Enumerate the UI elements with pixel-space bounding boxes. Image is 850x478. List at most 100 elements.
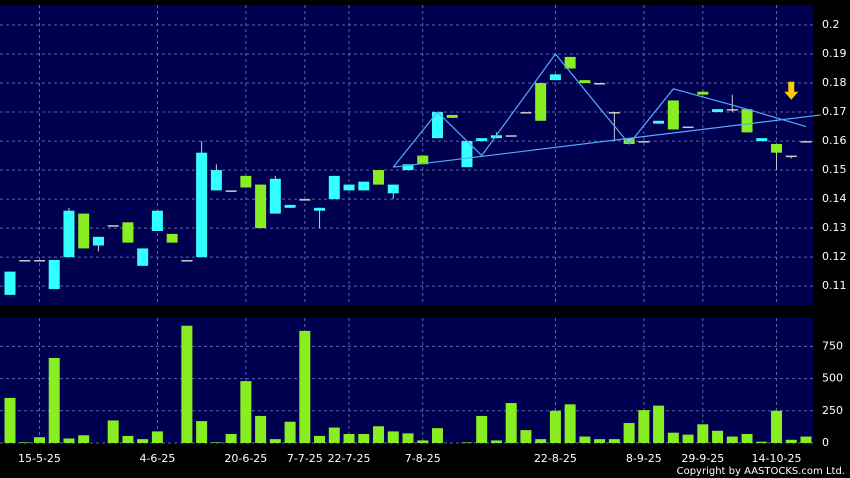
arrow-marker	[784, 81, 799, 100]
candle-body	[402, 164, 414, 171]
volume-bar	[697, 424, 709, 443]
y-tick-label: 500	[822, 372, 843, 385]
y-tick-label: 750	[822, 339, 843, 352]
volume-bar	[343, 433, 355, 443]
volume-bar	[328, 427, 340, 443]
volume-bar	[594, 439, 606, 443]
candle-body	[653, 120, 665, 124]
candle-body	[373, 170, 385, 185]
candle-body	[417, 155, 429, 165]
candle-body	[741, 109, 753, 133]
candle-body	[726, 109, 738, 111]
volume-bar	[417, 440, 429, 443]
candle-body	[667, 100, 679, 130]
volume-bar	[33, 437, 45, 443]
price-panel	[0, 5, 813, 305]
candle-body	[314, 207, 326, 211]
candle-body	[608, 112, 620, 114]
candle-body	[181, 260, 193, 262]
candle-body	[284, 204, 296, 208]
candle-body	[328, 175, 340, 200]
candle-body	[535, 83, 547, 121]
trend-line	[392, 53, 807, 168]
x-tick-label: 7-8-25	[405, 452, 441, 465]
y-tick-label: 0.2	[822, 18, 840, 31]
candle-body	[549, 74, 561, 81]
volume-bar	[137, 439, 149, 443]
volume-bar	[771, 410, 783, 443]
candle-body	[33, 260, 45, 262]
candle-body	[137, 248, 149, 266]
candle-body	[756, 138, 768, 142]
candle-body	[505, 135, 517, 137]
volume-bar	[373, 426, 385, 443]
y-tick-label: 0.12	[822, 250, 847, 263]
volume-bar	[535, 439, 547, 443]
volume-bar	[623, 423, 635, 443]
y-tick-label: 0.17	[822, 105, 847, 118]
volume-bar	[800, 436, 812, 443]
volume-bar	[490, 440, 502, 443]
y-tick-label: 0	[822, 436, 829, 449]
candle-body	[800, 141, 812, 143]
x-tick-label: 29-9-25	[681, 452, 724, 465]
volume-bar	[549, 410, 561, 443]
y-tick-label: 0.13	[822, 221, 847, 234]
volume-bar	[741, 433, 753, 443]
candle-body	[358, 181, 370, 191]
volume-bar	[240, 381, 252, 443]
y-tick-label: 0.16	[822, 134, 847, 147]
volume-panel	[0, 318, 813, 443]
x-tick-label: 8-9-25	[626, 452, 662, 465]
volume-bar	[210, 442, 222, 443]
y-tick-label: 0.15	[822, 163, 847, 176]
volume-bar	[19, 442, 31, 443]
candle-body	[63, 210, 75, 258]
volume-bar	[608, 439, 620, 443]
candle-body	[785, 155, 797, 158]
volume-bar	[151, 431, 163, 443]
volume-bar	[284, 421, 296, 443]
candle-body	[240, 175, 252, 188]
volume-bar	[4, 397, 16, 443]
volume-bar	[255, 415, 267, 443]
volume-bar	[358, 433, 370, 443]
y-tick-label: 0.11	[822, 279, 847, 292]
volume-bar	[667, 432, 679, 443]
y-tick-label: 0.18	[822, 76, 847, 89]
volume-bar	[638, 410, 650, 443]
candle-body	[4, 271, 16, 295]
y-tick-label: 0.19	[822, 47, 847, 60]
candle-body	[299, 199, 311, 201]
candle-body	[92, 236, 104, 246]
candle-body	[107, 225, 119, 227]
y-tick-label: 250	[822, 404, 843, 417]
candle-body	[579, 80, 591, 84]
candle-body	[19, 260, 31, 262]
candle-body	[476, 138, 488, 142]
candle-body	[151, 210, 163, 232]
volume-bar	[107, 420, 119, 443]
volume-bar	[712, 430, 724, 443]
candle-body	[564, 56, 576, 69]
volume-bar	[505, 403, 517, 443]
x-tick-label: 4-6-25	[139, 452, 175, 465]
copyright: Copyright by AASTOCKS.com Ltd.	[677, 466, 845, 477]
y-tick-label: 0.14	[822, 192, 847, 205]
candle-body	[771, 143, 783, 153]
volume-bar	[181, 325, 193, 443]
candle-body	[446, 114, 458, 118]
x-tick-label: 7-7-25	[287, 452, 323, 465]
volume-bar	[299, 330, 311, 443]
trend-line	[393, 114, 821, 168]
x-tick-label: 15-5-25	[18, 452, 61, 465]
volume-bar	[387, 431, 399, 443]
candle-body	[431, 112, 443, 139]
x-tick-label: 14-10-25	[752, 452, 802, 465]
volume-bar	[520, 430, 532, 443]
volume-bar	[63, 438, 75, 443]
candle-body	[461, 141, 473, 168]
candle-body	[269, 178, 281, 214]
volume-bar	[579, 436, 591, 443]
